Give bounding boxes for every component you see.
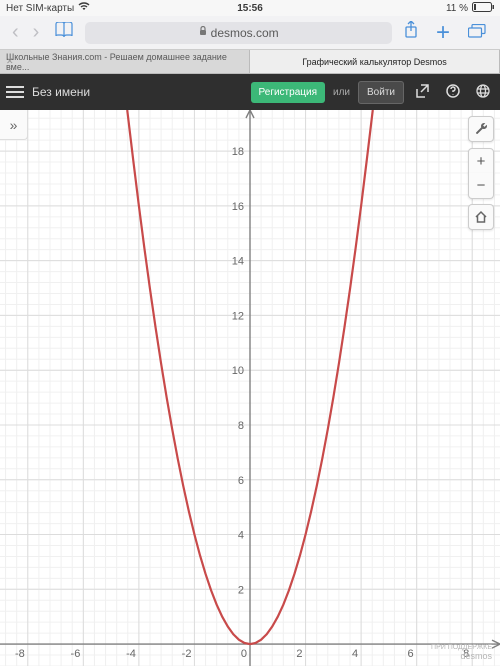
svg-text:2: 2 (238, 584, 244, 596)
svg-text:0: 0 (241, 648, 247, 660)
wifi-icon (78, 2, 90, 14)
url-bar[interactable]: desmos.com (85, 22, 392, 44)
export-icon[interactable] (412, 84, 434, 101)
battery-pct: 11 % (446, 3, 468, 14)
url-host: desmos.com (211, 26, 279, 40)
svg-text:4: 4 (238, 530, 244, 542)
svg-text:2: 2 (296, 648, 302, 660)
share-icon[interactable] (398, 21, 424, 44)
login-button[interactable]: Войти (358, 81, 404, 104)
nav-back-icon[interactable]: ‹ (8, 21, 23, 44)
svg-text:-6: -6 (71, 648, 81, 660)
register-button[interactable]: Регистрация (251, 82, 325, 103)
svg-text:4: 4 (352, 648, 358, 660)
svg-text:12: 12 (232, 310, 244, 322)
svg-text:-4: -4 (126, 648, 136, 660)
browser-tab-1[interactable]: Графический калькулятор Desmos (250, 50, 500, 73)
svg-text:-2: -2 (182, 648, 192, 660)
settings-wrench-icon[interactable] (468, 116, 494, 142)
svg-text:18: 18 (232, 146, 244, 158)
svg-text:6: 6 (238, 475, 244, 487)
browser-tab-0[interactable]: ✕ Школьные Знания.com - Решаем домашнее … (0, 50, 250, 73)
document-title[interactable]: Без имени (32, 85, 243, 99)
zoom-out-button[interactable]: − (468, 173, 494, 199)
safari-toolbar: ‹ › desmos.com + (0, 16, 500, 50)
ios-status-bar: Нет SIM-карты 15:56 11 % (0, 0, 500, 16)
new-tab-icon[interactable]: + (430, 19, 456, 47)
footer-brand: ПРИ ПОДДЕРЖКЕ desmos (431, 644, 492, 662)
svg-text:8: 8 (238, 420, 244, 432)
tabs-icon[interactable] (462, 22, 492, 43)
battery-icon (472, 2, 494, 15)
svg-text:14: 14 (232, 256, 244, 268)
clock-time: 15:56 (237, 3, 263, 14)
svg-text:10: 10 (232, 365, 244, 377)
carrier-text: Нет SIM-карты (6, 3, 74, 14)
bookmarks-icon[interactable] (49, 22, 79, 43)
home-icon[interactable] (468, 204, 494, 230)
desmos-toolbar: Без имени Регистрация или Войти (0, 74, 500, 110)
or-label: или (333, 87, 350, 98)
tab-label: Графический калькулятор Desmos (302, 57, 447, 67)
footer-brand-name: desmos (431, 652, 492, 662)
zoom-in-button[interactable]: + (468, 148, 494, 174)
graph-area[interactable]: » + − -8-6-4-20246824681012141618 ПРИ ПО… (0, 110, 500, 666)
nav-forward-icon[interactable]: › (29, 21, 44, 44)
expand-panel-icon[interactable]: » (0, 110, 28, 140)
svg-text:16: 16 (232, 201, 244, 213)
tab-close-icon[interactable]: ✕ (6, 56, 14, 67)
language-icon[interactable] (472, 84, 494, 101)
svg-text:-8: -8 (15, 648, 25, 660)
menu-icon[interactable] (6, 86, 24, 98)
svg-text:6: 6 (408, 648, 414, 660)
help-icon[interactable] (442, 84, 464, 101)
lock-icon (199, 26, 207, 39)
graph-canvas[interactable]: -8-6-4-20246824681012141618 (0, 110, 500, 666)
browser-tab-bar: ✕ Школьные Знания.com - Решаем домашнее … (0, 50, 500, 74)
tab-label: Школьные Знания.com - Решаем домашнее за… (6, 52, 243, 72)
